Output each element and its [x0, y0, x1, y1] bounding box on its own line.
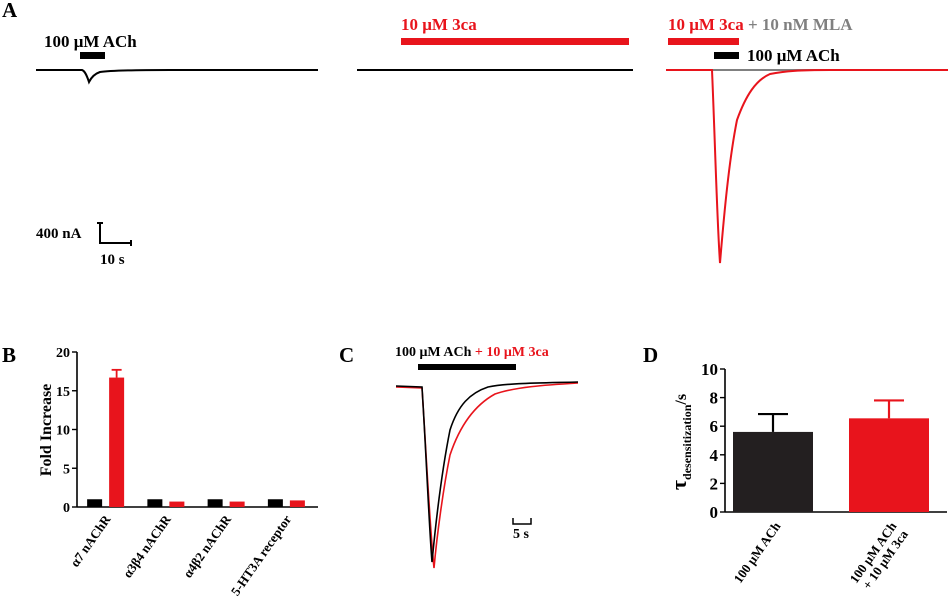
d-ytick-label: 0 [710, 503, 719, 522]
c-ach-bar [418, 364, 516, 370]
b-bar [109, 377, 125, 507]
a3-3ca-bar [668, 38, 739, 45]
panel-label-b: B [2, 343, 16, 367]
d-ytick-label: 2 [710, 474, 719, 493]
chart-b: 0 5 10 15 20 α7 nAChR α3β4 nAChR α4β2 nAChR5-HT… [56, 346, 318, 598]
c-legend-3ca: + 10 μM 3ca [471, 345, 548, 360]
b-xtick-label: 5-HT3A receptor [228, 512, 295, 598]
b-ytick-label: 10 [56, 424, 70, 439]
d-xtick-label: 100 μM ACh+ 10 μM 3ca [846, 518, 911, 593]
a-scalebar-current-label: 400 nA [36, 226, 82, 242]
d-ytick-label: 10 [701, 360, 718, 379]
d-ytick-label: 6 [710, 417, 719, 436]
d-bar [849, 418, 929, 512]
c-scalebar [512, 518, 532, 525]
panel-label-a: A [2, 0, 18, 22]
a3-trace-3ca [666, 69, 948, 264]
a2-3ca-bar [401, 38, 629, 45]
a2-3ca-label: 10 μM 3ca [401, 15, 477, 34]
b-bar [229, 501, 245, 507]
d-bar [733, 431, 813, 512]
c-legend-ach: 100 μM ACh [395, 345, 472, 360]
b-ytick-label: 15 [56, 385, 70, 400]
b-bar [207, 499, 223, 507]
b-ytick-label: 20 [56, 346, 70, 361]
a3-mla-label: + 10 nM MLA [744, 15, 854, 34]
b-ylabel: Fold Increase [38, 384, 55, 477]
b-bar [169, 501, 185, 507]
b-xtick-label: α4β2 nAChR [180, 512, 234, 581]
a3-title: 10 μM 3ca + 10 nM MLA [668, 15, 853, 34]
a1-ach-bar [80, 52, 105, 59]
b-bar [289, 500, 305, 507]
c-legend: 100 μM ACh + 10 μM 3ca [395, 345, 549, 360]
panel-label-d: D [643, 343, 658, 367]
d-ytick-label: 8 [710, 389, 719, 408]
b-bar [87, 499, 103, 507]
b-bar [267, 499, 283, 507]
a-scalebar [99, 223, 131, 244]
c-scalebar-label: 5 s [513, 527, 530, 542]
b-xtick-label: α7 nAChR [67, 512, 114, 570]
d-xtick-label-line: 100 μM ACh [730, 518, 783, 585]
b-ytick-label: 0 [63, 501, 70, 516]
c-trace-ach [395, 381, 579, 563]
b-ytick-label: 5 [63, 462, 70, 477]
d-ylabel: τdesensitization/s [666, 394, 694, 490]
chart-d: 0 2 4 6 8 10 100 μM ACh 100 μM ACh+ 10 μM 3ca [701, 360, 947, 593]
a3-ach-label: 100 μM ACh [747, 46, 840, 65]
d-ytick-label: 4 [710, 446, 719, 465]
a3-ach-bar [714, 52, 739, 59]
d-xtick-label: 100 μM ACh [730, 518, 783, 585]
b-bar [147, 499, 163, 507]
a3-3ca-label: 10 μM 3ca [668, 15, 744, 34]
a-scalebar-time-label: 10 s [100, 252, 125, 268]
panel-label-c: C [339, 343, 354, 367]
a1-ach-label: 100 μM ACh [44, 32, 137, 51]
a1-trace [36, 69, 318, 85]
b-xtick-label: α3β4 nAChR [120, 512, 174, 581]
